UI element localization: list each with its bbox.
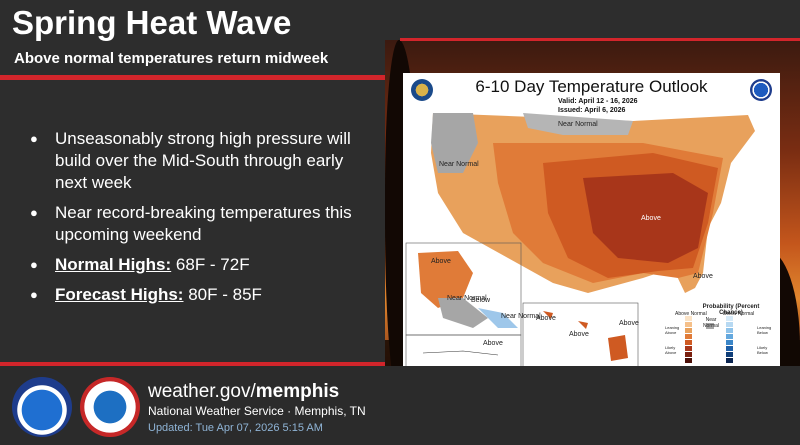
alaska-below — [478, 308, 518, 328]
header-divider — [0, 75, 385, 80]
website-prefix: weather.gov/ — [148, 381, 256, 402]
noaa-seal-icon — [750, 79, 772, 101]
updated-timestamp: Updated: Tue Apr 07, 2026 5:15 AM — [148, 422, 323, 434]
list-item: Unseasonably strong high pressure will b… — [30, 128, 370, 194]
legend-near-normal: Near Normal — [702, 317, 720, 329]
hawaii-islands — [543, 311, 628, 361]
website-link[interactable]: weather.gov/memphis — [148, 381, 339, 403]
office-name: National Weather Service · Memphis, TN — [148, 404, 366, 418]
list-item: Forecast Highs: 80F - 85F — [30, 284, 370, 306]
photo-top-bar — [400, 38, 800, 41]
alaska-near-normal — [438, 298, 488, 328]
forecast-highs-label: Forecast Highs: — [55, 285, 184, 304]
label-near-normal-top: Near Normal — [558, 121, 598, 128]
legend-swatches — [685, 316, 733, 363]
legend-likely-above: Likely Above — [665, 345, 677, 355]
label-above-hi3: Above — [619, 320, 639, 327]
nws-logo-icon — [80, 377, 140, 437]
map-dates: Valid: April 12 - 16, 2026 Issued: April… — [558, 97, 638, 115]
legend-above-normal: Above Normal — [675, 311, 707, 317]
alaska-above — [418, 251, 473, 308]
label-above-ak2: Above — [483, 340, 503, 347]
map-issued: Issued: April 6, 2026 — [558, 107, 626, 114]
legend-below-normal: Below Normal — [723, 311, 755, 317]
map-title: 6-10 Day Temperature Outlook — [475, 77, 708, 96]
label-above-hi: Above — [536, 315, 556, 322]
normal-highs-value: 68F - 72F — [171, 255, 250, 274]
label-above-ak: Above — [431, 258, 451, 265]
page-subtitle: Above normal temperatures return midweek — [14, 50, 329, 67]
label-near-normal-west: Near Normal — [439, 161, 479, 168]
aleutians — [422, 350, 499, 356]
label-above-hi2: Above — [569, 331, 589, 338]
legend-title: Probability (Percent Chance) — [702, 304, 760, 316]
page-title: Spring Heat Wave — [12, 4, 292, 41]
outlook-map-card: 6-10 Day Temperature Outlook Valid: Apri… — [403, 73, 780, 370]
website-office: memphis — [255, 381, 340, 402]
label-near-normal-ak: Near Normal — [447, 295, 487, 302]
label-above-main: Above — [641, 215, 661, 222]
forecast-highs-value: 80F - 85F — [183, 285, 262, 304]
label-below-ak: Below — [471, 297, 491, 304]
footer-divider — [0, 362, 385, 367]
list-item: Near record-breaking temperatures this u… — [30, 202, 370, 246]
legend-leaning-above: Leaning Above — [665, 325, 680, 335]
doc-seal-icon — [411, 79, 433, 101]
label-near-normal-ak2: Near Normal — [501, 313, 541, 320]
legend-leaning-below: Leaning Below — [757, 325, 772, 335]
bullet-text: Near record-breaking temperatures this u… — [55, 203, 352, 244]
list-item: Normal Highs: 68F - 72F — [30, 254, 370, 276]
conus-above-core — [583, 173, 708, 263]
noaa-logo-icon — [12, 377, 72, 437]
normal-highs-label: Normal Highs: — [55, 255, 172, 274]
map-valid: Valid: April 12 - 16, 2026 — [558, 98, 638, 105]
legend-likely-below: Likely Below — [757, 345, 768, 355]
near-normal-west — [431, 113, 478, 173]
bullet-list: Unseasonably strong high pressure will b… — [30, 128, 370, 314]
bullet-text: Unseasonably strong high pressure will b… — [55, 129, 351, 192]
near-normal-north — [523, 113, 633, 135]
outlook-map-svg — [405, 113, 755, 370]
label-above-fl: Above — [693, 273, 713, 280]
